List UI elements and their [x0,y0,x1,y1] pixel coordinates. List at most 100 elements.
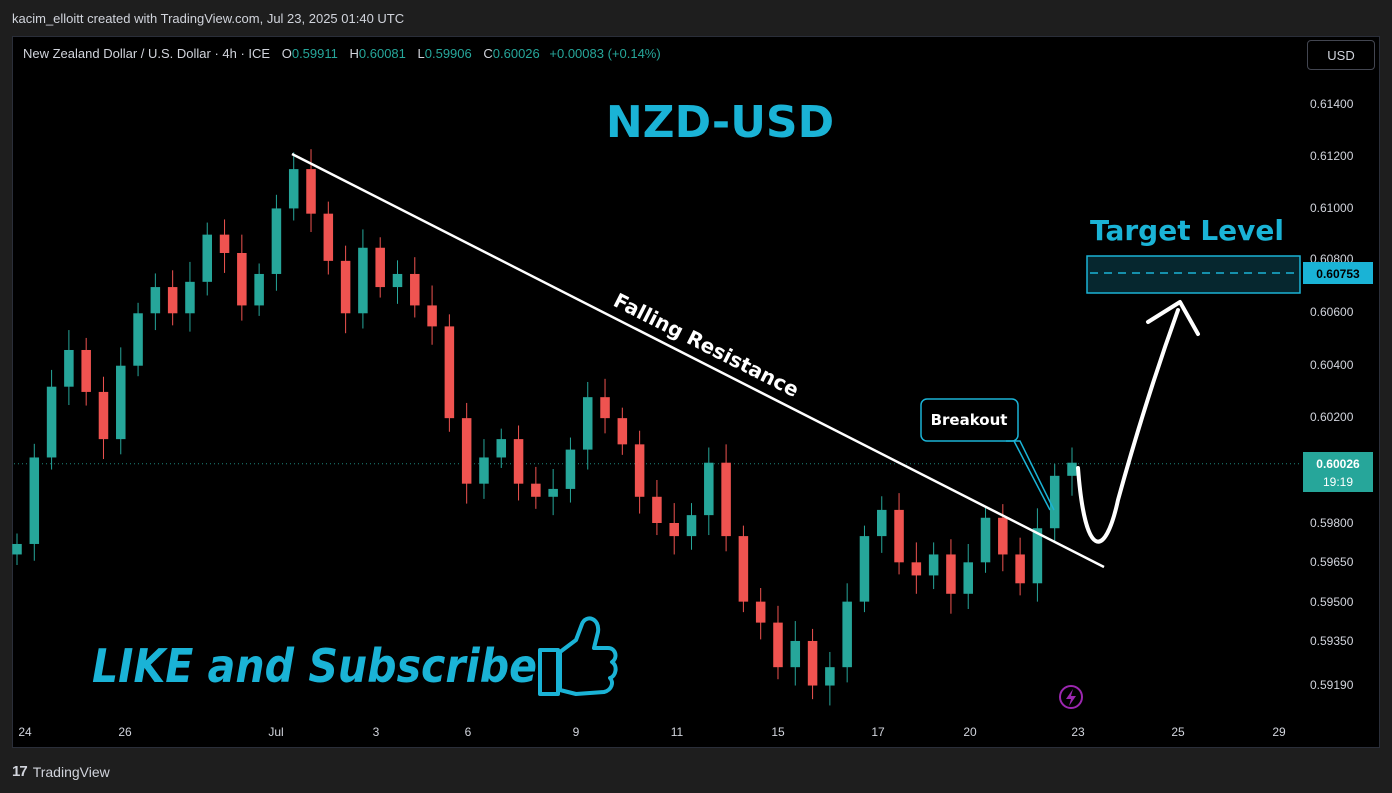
x-tick-label: 11 [671,725,684,739]
bar-countdown-label: 19:19 [1323,475,1353,489]
thumbs-up-cuff [538,648,560,696]
chart-title: NZD-USD [606,97,834,148]
candle-body [29,457,40,544]
x-tick-label: 3 [373,725,380,739]
breakout-callout-box [920,398,1019,442]
target-zone [1086,255,1301,294]
candle-body [998,517,1008,555]
candle-body [669,523,679,537]
x-tick-label: 6 [465,725,472,739]
close-label: C [483,46,493,61]
candle-body [340,260,351,314]
candle-body [513,439,524,484]
chart-credit: kacim_elloitt created with TradingView.c… [12,11,405,26]
candle-body [652,496,662,523]
x-tick-label: 9 [573,725,580,739]
y-tick-label: 0.59500 [1310,595,1354,609]
candle-body [46,386,57,458]
candle-body [358,247,368,314]
candle-body [859,536,870,602]
currency-button[interactable]: USD [1307,40,1375,70]
open-value: 0.59911 [291,46,338,61]
y-tick-label: 0.59350 [1310,634,1354,648]
open-label: O [281,46,292,61]
breakout-label: Breakout [931,411,1008,429]
tradingview-brand: TradingView [32,763,110,780]
y-tick-label: 0.59650 [1310,555,1354,569]
candle-body [237,252,247,306]
x-tick-label: Jul [268,725,283,739]
candle-body [81,349,91,392]
candle-body [64,349,74,387]
x-tick-label: 17 [871,725,885,739]
candle-body [842,601,852,668]
candle-body [185,281,195,314]
candle-body [807,640,818,686]
lightning-icon [1059,685,1083,709]
candle-body [565,449,576,489]
thumbs-up-icon [538,616,618,696]
x-tick-label: 24 [18,725,32,739]
candle-body [98,391,109,440]
projection-path [1076,308,1180,544]
candle-body [479,457,489,484]
last-price-label: 0.60026 [1316,457,1360,471]
candle-body [1067,462,1077,476]
candle-body [116,365,126,440]
falling-resistance-line [291,152,1105,569]
candle-body [755,601,766,623]
candle-body [946,554,956,594]
candle-body [496,439,507,458]
x-tick-label: 29 [1272,725,1286,739]
candle-body [12,543,22,555]
candle-body [963,562,973,594]
x-tick-label: 20 [963,725,977,739]
high-value: 0.60081 [358,46,406,61]
high-label: H [349,46,359,61]
y-tick-label: 0.61400 [1310,97,1354,111]
low-label: L [417,46,425,61]
candle-body [790,640,801,668]
y-tick-label: 0.61200 [1310,149,1354,163]
candle-body [410,273,420,306]
target-level-label: Target Level [1090,214,1284,247]
candle-body [444,326,455,419]
candle-body [617,418,628,445]
x-tick-label: 25 [1171,725,1185,739]
candle-body [582,397,593,450]
candle-body [427,305,437,327]
tradingview-logo[interactable]: 17 TradingView [12,763,110,780]
lightning-bolt-shape [1066,689,1076,706]
tradingview-logo-icon: 17 [12,763,28,780]
candle-body [531,483,541,497]
y-tick-label: 0.60200 [1310,410,1354,424]
x-tick-label: 23 [1071,725,1085,739]
candle-body [306,169,316,214]
candle-body [738,536,749,602]
candle-body [704,462,714,516]
y-tick-label: 0.60400 [1310,358,1354,372]
target-price-tag [1303,262,1373,284]
y-tick-label: 0.61000 [1310,201,1354,215]
candle-body [686,515,697,537]
candle-body [288,169,299,209]
y-tick-label: 0.59190 [1310,678,1354,692]
y-tick-label: 0.59800 [1310,516,1354,530]
candle-body [876,509,887,537]
candle-body [375,247,385,288]
candle-body [219,234,230,253]
candle-body [254,273,264,306]
candle-body [167,287,178,314]
target-price-label: 0.60753 [1316,267,1360,281]
candle-body [133,313,143,366]
candle-body [1049,475,1060,529]
x-tick-label: 15 [771,725,785,739]
candle-body [1015,554,1025,584]
falling-resistance-label: Falling Resistance [610,288,803,402]
candle-body [150,287,161,314]
candle-body [980,517,991,563]
candle-body [1032,528,1043,584]
candle-body [721,462,731,537]
candle-body [202,234,213,282]
